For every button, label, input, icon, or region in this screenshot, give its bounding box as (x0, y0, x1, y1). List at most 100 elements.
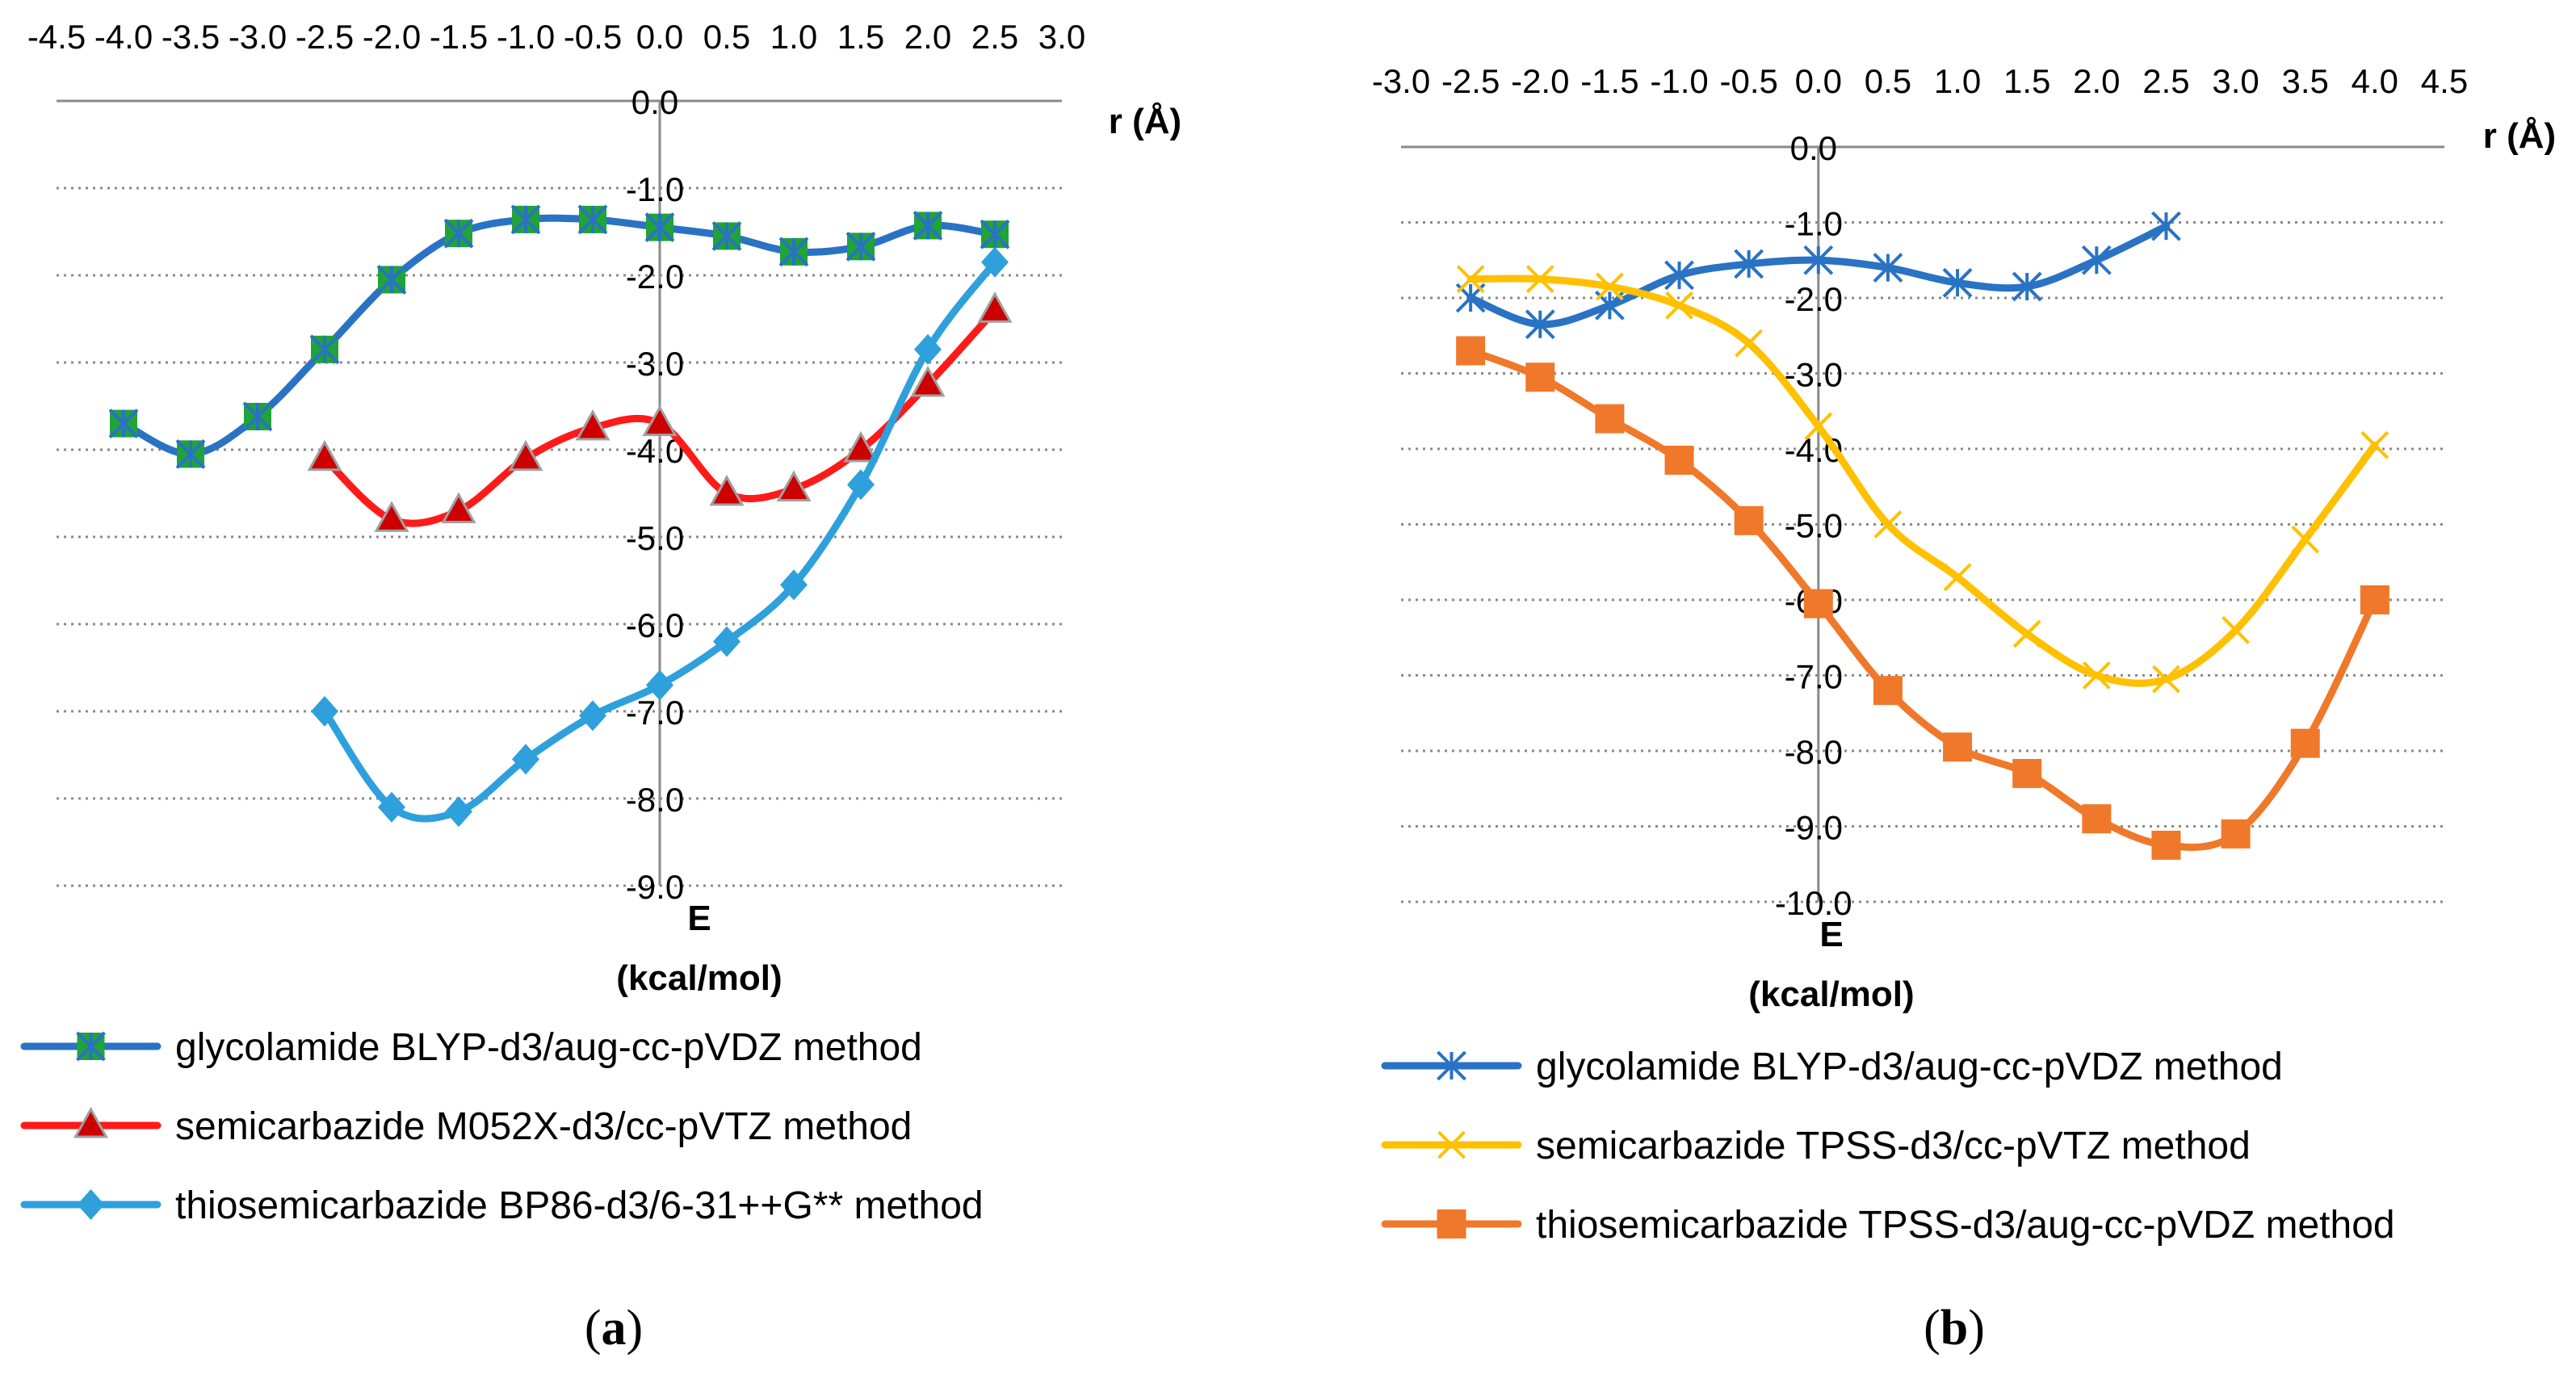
legend-swatch-marker (76, 1031, 106, 1062)
legend-entry: semicarbazide M052X-d3/cc-pVTZ method (20, 1105, 912, 1148)
x-tick-label: 0.5 (703, 18, 750, 56)
data-point-star (309, 334, 340, 365)
data-point (914, 333, 942, 365)
y-axis-title: E (687, 899, 711, 938)
data-point (2360, 585, 2389, 614)
data-point (242, 401, 273, 432)
x-tick-label: -2.0 (1511, 62, 1569, 100)
caption-open-paren: ( (1924, 1301, 1940, 1356)
data-point (1873, 510, 1903, 539)
data-point-star (711, 220, 742, 251)
data-point (508, 439, 543, 472)
series-3 (1456, 336, 2389, 860)
x-tick-label: 1.0 (1934, 62, 1981, 100)
panel-caption: (b) (1924, 1301, 1985, 1356)
data-point (847, 469, 875, 501)
chart-panel-b: 0.0-1.0-2.0-3.0-4.0-5.0-6.0-7.0-8.0-9.0-… (1372, 62, 2556, 1356)
legend-label: glycolamide BLYP-d3/aug-cc-pVDZ method (1536, 1046, 2283, 1088)
data-point (1804, 412, 1833, 441)
legend-label: glycolamide BLYP-d3/aug-cc-pVDZ method (175, 1026, 922, 1069)
caption-close-paren: ) (627, 1301, 644, 1356)
data-point (1943, 563, 1972, 592)
data-point (2151, 211, 2181, 241)
x-tick-label: -4.5 (27, 18, 86, 56)
data-point (1803, 589, 1833, 618)
data-point (642, 404, 678, 437)
data-point (2012, 271, 2042, 302)
x-tick-label: 0.0 (1795, 62, 1842, 100)
y-tick-label: -1.0 (1785, 205, 1843, 243)
y-tick-label: -5.0 (626, 519, 684, 557)
x-tick-label: -1.0 (1650, 62, 1708, 100)
y-tick-label: -1.0 (626, 170, 684, 208)
data-point (713, 626, 740, 657)
data-point (579, 700, 606, 731)
data-point (1595, 272, 1624, 301)
data-point (1456, 336, 1486, 366)
data-point (1525, 309, 1555, 340)
x-tick-label: -2.5 (1441, 62, 1500, 100)
data-point (644, 212, 675, 243)
data-point (2291, 525, 2320, 554)
data-point (1735, 329, 1764, 358)
x-tick-label: 4.5 (2421, 62, 2468, 100)
series-1 (108, 204, 1010, 469)
data-point (1664, 260, 1694, 291)
legend-swatch-marker-star (76, 1031, 106, 1062)
x-tick-label: 2.5 (2142, 62, 2189, 100)
data-point (1525, 363, 1555, 392)
legend-entry: thiosemicarbazide TPSS-d3/aug-cc-pVDZ me… (1381, 1204, 2395, 1247)
y-tick-label: -6.0 (626, 606, 684, 644)
data-point (1942, 267, 1973, 298)
y-tick-label: -3.0 (626, 345, 684, 383)
data-point (776, 470, 812, 502)
legend-entry: glycolamide BLYP-d3/aug-cc-pVDZ method (1381, 1046, 2283, 1088)
data-point (441, 492, 476, 524)
legend-entry: thiosemicarbazide BP86-d3/6-31++G** meth… (20, 1184, 984, 1227)
data-point (2151, 830, 2181, 860)
caption-letter: a (602, 1301, 627, 1356)
data-point (376, 264, 407, 295)
x-tick-label: 1.5 (837, 18, 884, 56)
data-point (843, 430, 879, 463)
data-point (1734, 505, 1764, 535)
data-point (510, 204, 541, 235)
data-point (512, 744, 539, 775)
caption-letter: b (1940, 1301, 1968, 1356)
legend-swatch-marker (1437, 1050, 1466, 1081)
data-point (175, 438, 206, 469)
data-point (2082, 661, 2111, 690)
x-tick-label: -1.5 (1580, 62, 1638, 100)
x-tick-label: 1.5 (2003, 62, 2050, 100)
data-point (374, 501, 409, 532)
legend-swatch-marker (73, 1106, 109, 1138)
y-tick-label: -9.0 (626, 868, 684, 906)
y-tick-label: -9.0 (1785, 809, 1843, 847)
x-tick-label: 0.0 (636, 18, 683, 56)
x-tick-label: -3.0 (1372, 62, 1430, 100)
data-point (309, 334, 340, 365)
data-point (780, 569, 808, 601)
x-tick-label: -1.0 (497, 18, 555, 56)
data-point (778, 237, 809, 267)
data-point-star (242, 401, 273, 432)
y-axis-units: (kcal/mol) (616, 958, 782, 998)
data-point (981, 246, 1009, 278)
data-point (2012, 619, 2041, 648)
data-point (913, 211, 943, 241)
data-point (1734, 249, 1764, 279)
data-point-star (913, 211, 943, 241)
data-point (307, 439, 342, 472)
data-point-star (845, 231, 876, 262)
x-tick-label: 1.0 (770, 18, 817, 56)
data-point (1525, 265, 1554, 294)
x-axis-title: r (Å) (2483, 116, 2556, 156)
chart-panel-a: 0.0-1.0-2.0-3.0-4.0-5.0-6.0-7.0-8.0-9.0-… (20, 18, 1181, 1356)
x-tick-label: 3.0 (2212, 62, 2259, 100)
x-tick-label: 2.5 (971, 18, 1018, 56)
x-tick-label: 2.0 (2073, 62, 2120, 100)
data-point (845, 231, 876, 262)
data-point (711, 220, 742, 251)
series-line (1466, 275, 2379, 687)
